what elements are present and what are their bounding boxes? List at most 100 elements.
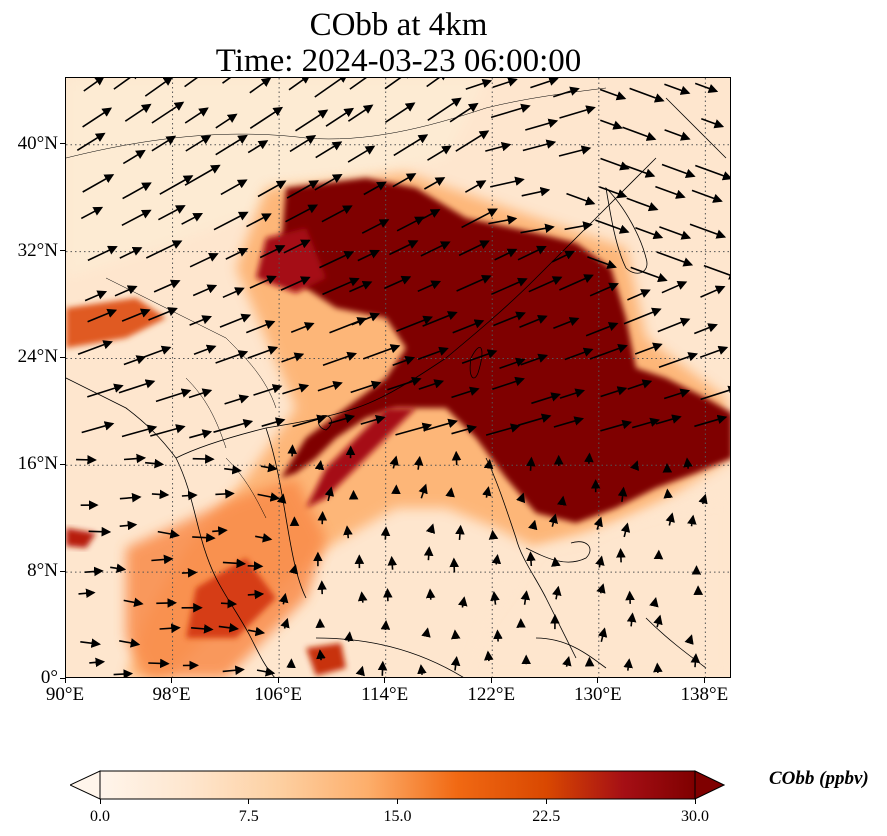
wind-arrow — [215, 113, 238, 129]
wind-arrow — [349, 280, 373, 293]
wind-arrow — [564, 347, 594, 361]
wind-vector-field — [76, 78, 730, 677]
wind-arrow — [78, 588, 96, 599]
map-plot-area — [65, 77, 731, 678]
wind-arrow — [482, 486, 492, 498]
wind-arrow — [451, 450, 462, 466]
wind-arrow — [377, 660, 388, 676]
wind-arrow — [192, 454, 215, 464]
wind-arrow — [144, 78, 174, 97]
wind-arrow — [450, 629, 461, 640]
wind-arrow — [630, 266, 668, 283]
wind-arrow — [665, 512, 675, 526]
wind-arrow — [494, 248, 518, 261]
wind-arrow — [148, 658, 170, 669]
wind-arrow — [626, 197, 659, 212]
wind-arrow — [661, 163, 696, 178]
lon-tick-mark — [384, 678, 386, 683]
wind-arrow — [123, 597, 144, 608]
wind-arrow — [77, 340, 113, 355]
wind-arrow — [247, 561, 264, 571]
wind-arrow — [659, 226, 692, 240]
wind-arrow — [151, 101, 185, 124]
wind-arrow — [220, 179, 248, 196]
wind-arrow — [347, 145, 376, 163]
wind-arrow — [314, 460, 325, 471]
wind-arrow — [449, 557, 459, 573]
wind-arrow — [395, 422, 433, 436]
wind-arrow — [122, 182, 152, 200]
wind-arrow — [426, 78, 449, 88]
wind-arrow — [189, 315, 212, 326]
wind-arrow — [451, 424, 478, 435]
wind-arrow — [585, 322, 619, 337]
wind-arrow — [249, 78, 272, 94]
wind-arrow — [420, 241, 451, 257]
wind-arrow — [417, 664, 427, 675]
wind-arrow — [661, 281, 688, 294]
colorbar-tick-label: 15.0 — [383, 808, 412, 825]
wind-arrow — [424, 177, 446, 190]
wind-arrow — [220, 598, 238, 609]
wind-arrow — [634, 342, 663, 355]
wind-arrow — [148, 307, 178, 321]
wind-arrow — [617, 486, 628, 502]
wind-arrow — [89, 657, 106, 668]
wind-arrow — [118, 379, 156, 394]
wind-arrow — [600, 386, 628, 398]
wind-arrow — [450, 656, 461, 671]
wind-arrow — [156, 598, 178, 608]
wind-arrow — [427, 145, 452, 161]
wind-arrow — [383, 275, 412, 290]
map-title: CObb at 4km — [309, 7, 488, 43]
wind-arrow — [325, 107, 355, 127]
wind-arrow — [596, 583, 606, 594]
wind-arrow — [649, 597, 659, 608]
wind-arrow — [144, 345, 172, 358]
wind-arrow — [215, 350, 249, 364]
wind-arrow — [81, 421, 115, 434]
wind-arrow — [189, 252, 219, 268]
wind-arrow — [285, 204, 319, 223]
wind-arrow — [525, 118, 559, 131]
colorbar-tick-mark — [397, 799, 398, 804]
wind-arrow — [84, 566, 104, 577]
wind-arrow — [551, 250, 575, 263]
wind-arrow — [213, 211, 249, 231]
wind-arrow — [687, 514, 697, 527]
lon-tick-label: 130°E — [573, 684, 622, 705]
wind-arrow — [288, 564, 299, 575]
wind-arrow — [499, 357, 526, 370]
wind-arrow — [347, 104, 374, 122]
wind-arrow — [663, 388, 691, 400]
wind-arrow — [224, 464, 242, 475]
wind-arrow — [589, 344, 628, 360]
wind-arrow — [663, 488, 673, 499]
wind-arrow — [465, 180, 487, 193]
wind-arrow — [249, 106, 284, 129]
wind-arrow — [559, 105, 596, 119]
wind-arrow — [315, 141, 343, 159]
wind-arrow — [701, 117, 725, 129]
wind-arrow — [289, 135, 317, 153]
wind-arrow — [653, 662, 663, 673]
wind-arrow — [656, 251, 694, 267]
wind-arrow — [526, 456, 536, 471]
lon-tick-label: 98°E — [152, 684, 191, 705]
colorbar-title: CObb (ppbv) — [769, 768, 869, 789]
wind-arrow — [222, 665, 245, 676]
wind-arrow — [246, 213, 272, 228]
wind-arrow — [600, 157, 630, 171]
wind-arrow — [623, 658, 633, 671]
wind-arrow — [595, 219, 630, 234]
lat-tick-mark — [60, 356, 65, 358]
wind-arrow — [551, 556, 561, 567]
wind-arrow — [355, 665, 365, 677]
colorbar-tick-label: 0.0 — [90, 808, 110, 825]
wind-arrow — [548, 513, 558, 527]
wind-arrow — [153, 279, 181, 293]
wind-arrow — [553, 86, 580, 98]
wind-arrow — [213, 418, 254, 433]
wind-arrow — [658, 352, 699, 369]
lon-tick-mark — [64, 678, 66, 683]
